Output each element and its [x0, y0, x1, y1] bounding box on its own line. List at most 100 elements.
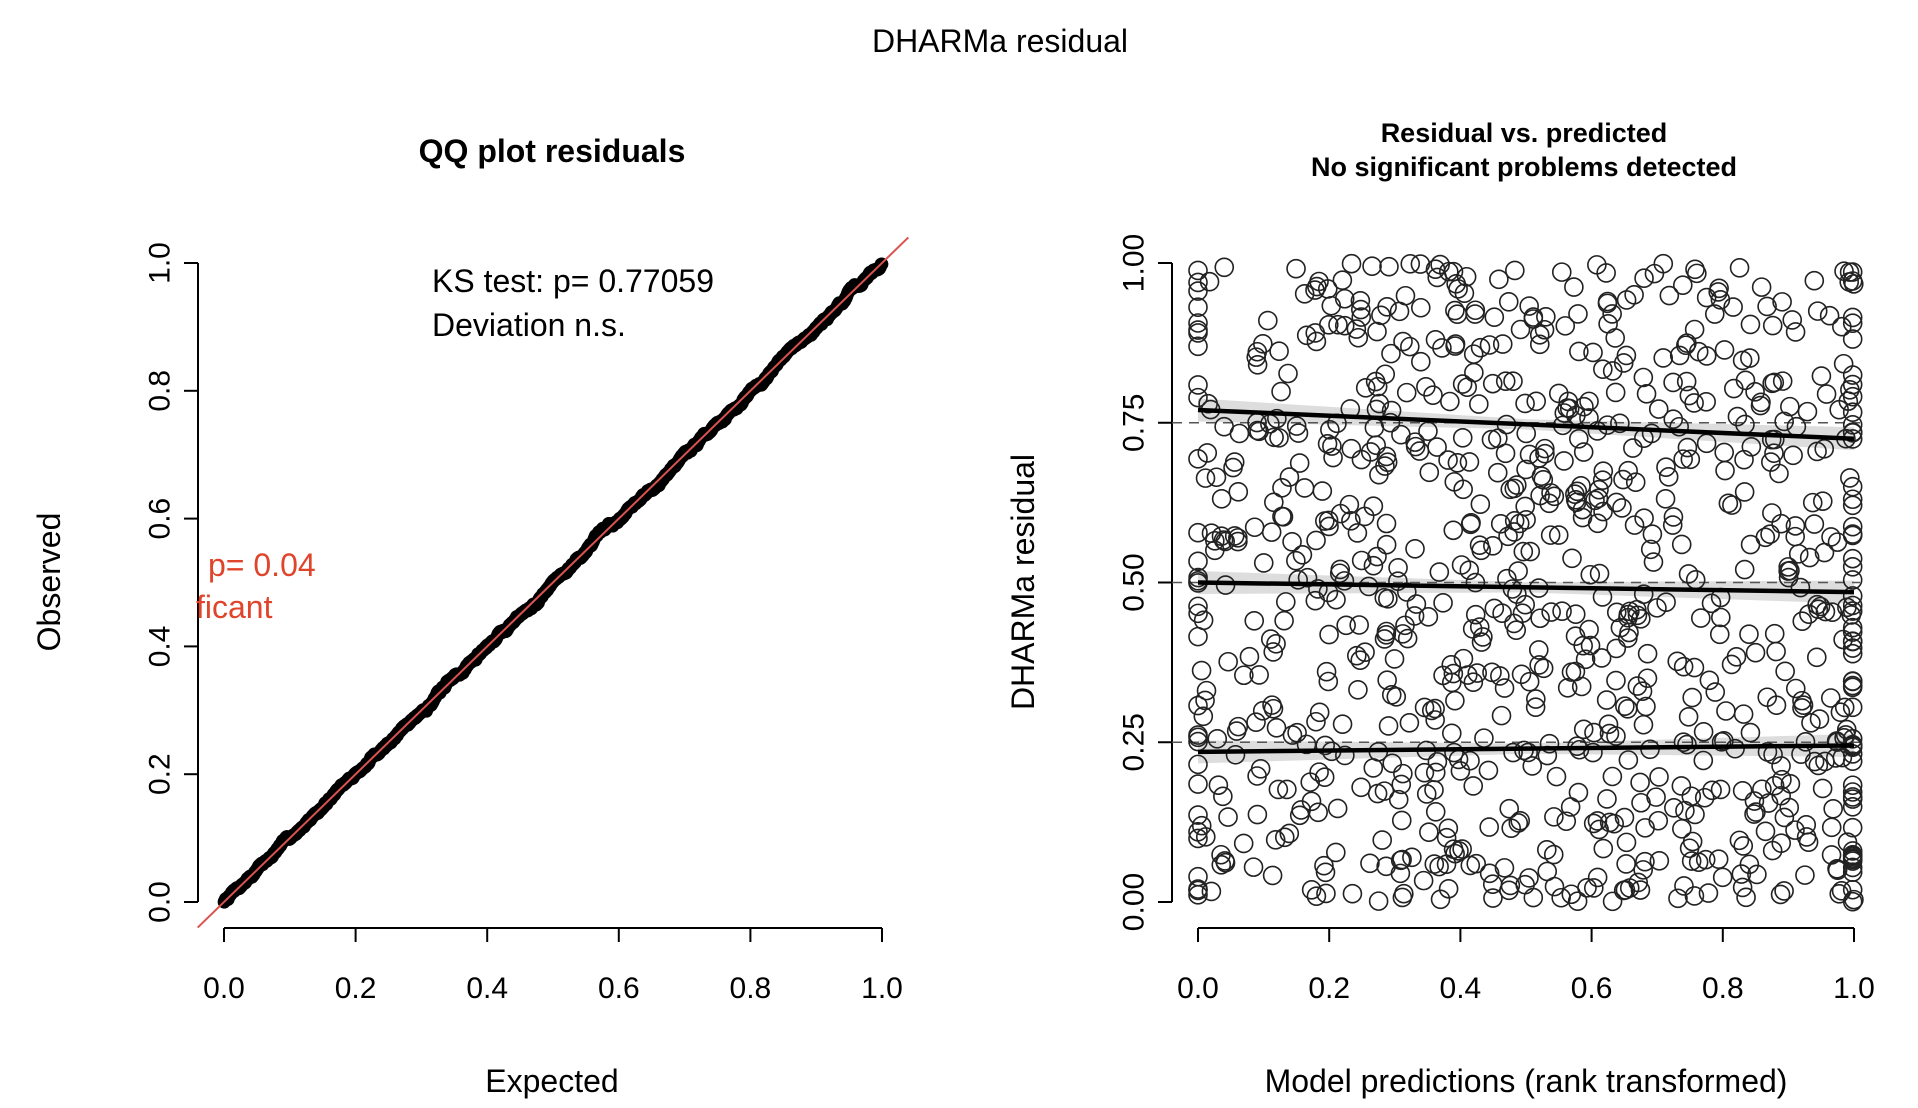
residual-point — [1572, 499, 1593, 520]
residual-point — [1233, 833, 1254, 854]
residual-point — [1842, 262, 1863, 282]
residual-point — [1211, 854, 1232, 875]
residual-point — [1710, 289, 1731, 310]
qq-ks-test-text: KS test: p= 0.77059 — [432, 263, 714, 299]
residual-point — [1842, 631, 1863, 652]
residual-point — [1534, 319, 1555, 340]
residual-point — [1239, 646, 1260, 667]
residual-point — [1504, 478, 1525, 499]
residual-point — [1606, 638, 1627, 659]
residual-point — [1769, 463, 1789, 484]
residual-point — [1551, 887, 1571, 908]
residual-point — [1780, 396, 1800, 417]
residual-point — [1296, 325, 1317, 346]
residual-point — [1808, 755, 1829, 776]
residual-point — [1511, 664, 1532, 685]
residual-point — [1224, 452, 1245, 472]
residual-point — [1668, 888, 1688, 909]
qq-x-ticks: 0.0 0.2 0.4 0.6 0.8 1.0 — [203, 928, 903, 1005]
residual-point — [1672, 819, 1692, 839]
residual-point — [1591, 648, 1612, 668]
residual-point — [1188, 725, 1208, 745]
residual-point — [1785, 678, 1806, 699]
residual-point — [1526, 391, 1547, 412]
residual-point — [1745, 642, 1766, 663]
residual-point — [1351, 777, 1371, 798]
residual-point — [1513, 541, 1534, 562]
residual-point — [1630, 880, 1651, 900]
residual-point — [1842, 365, 1863, 385]
residual-point — [1597, 293, 1618, 314]
residual-point — [1336, 615, 1356, 636]
residual-point — [1306, 711, 1326, 732]
residual-point — [1739, 624, 1759, 644]
residual-point — [1842, 671, 1863, 692]
residual-point — [1673, 656, 1694, 677]
residual-point — [1598, 314, 1618, 334]
residual-point — [1667, 651, 1688, 672]
residual-point — [1807, 301, 1828, 321]
residual-point — [1599, 812, 1620, 833]
residual-point — [1441, 655, 1462, 675]
residual-point — [1606, 492, 1627, 513]
residual-point — [1391, 774, 1412, 795]
residual-point — [1671, 534, 1692, 555]
residual-point — [1744, 791, 1765, 811]
residual-point — [1286, 416, 1307, 436]
residual-point — [1842, 622, 1863, 642]
residual-point — [1788, 544, 1809, 564]
residual-point — [1842, 789, 1863, 809]
residual-point — [1465, 572, 1486, 593]
residual-point — [1355, 378, 1376, 398]
residual-point — [1618, 750, 1639, 770]
residual-point — [1758, 793, 1779, 813]
residual-point — [1218, 807, 1238, 827]
y-tick-label: 0.75 — [1118, 394, 1151, 452]
residual-point — [1262, 865, 1283, 886]
residual-point — [1842, 386, 1863, 407]
residual-point — [1762, 503, 1782, 523]
residual-point — [1444, 742, 1464, 763]
residual-point — [1729, 257, 1750, 278]
residual-point — [1797, 401, 1818, 422]
residual-point — [1362, 256, 1382, 276]
residual-point — [1308, 802, 1328, 823]
residual-point — [1583, 878, 1604, 898]
residual-point — [1676, 371, 1697, 392]
residual-point — [1560, 797, 1581, 817]
residual-point — [1679, 385, 1700, 406]
residual-point — [1519, 444, 1540, 465]
residual-point — [1649, 767, 1669, 787]
residual-point — [1275, 592, 1296, 612]
residual-point — [1832, 316, 1852, 337]
residual-point — [1492, 334, 1513, 354]
residual-point — [1188, 336, 1208, 357]
residual-point — [1272, 478, 1292, 498]
residual-point — [1646, 787, 1666, 807]
residual-point — [1842, 402, 1863, 423]
residual-point — [1271, 381, 1291, 402]
x-tick-label: 0.8 — [1702, 972, 1744, 1005]
figure-supertitle: DHARMa residual — [872, 23, 1128, 59]
residual-point — [1247, 354, 1268, 375]
residual-point — [1736, 887, 1756, 908]
residual-point — [1266, 634, 1286, 654]
residual-point — [1624, 284, 1644, 305]
residual-point — [1188, 320, 1208, 340]
residual-point — [1774, 881, 1794, 901]
residual-point — [1569, 341, 1589, 362]
residual-point — [1587, 811, 1608, 831]
residual-point — [1808, 599, 1829, 620]
residual-point — [1637, 668, 1658, 689]
residual-point — [1249, 665, 1269, 685]
residual-x-ticks: 0.0 0.2 0.4 0.6 0.8 1.0 — [1177, 928, 1875, 1005]
residual-point — [1320, 419, 1340, 440]
residual-point — [1785, 526, 1805, 547]
residual-point — [1642, 524, 1663, 544]
residual-point — [1279, 823, 1300, 844]
residual-point — [1367, 783, 1388, 804]
residual-point — [1842, 697, 1863, 718]
residual-point — [1265, 830, 1286, 850]
residual-point — [1305, 590, 1326, 611]
residual-point — [1842, 775, 1863, 796]
